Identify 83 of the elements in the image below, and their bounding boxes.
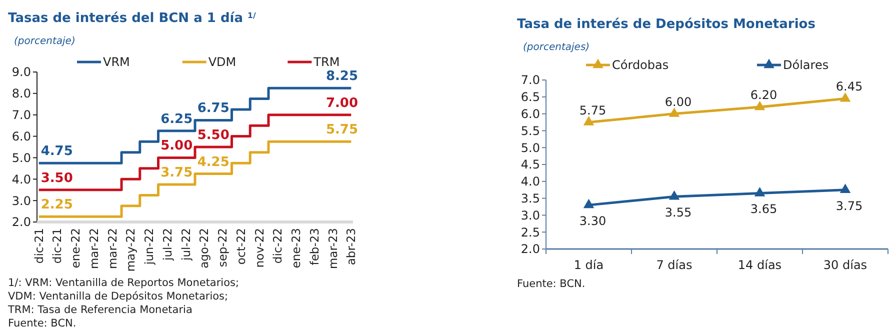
- source-note: Fuente: BCN.: [517, 278, 586, 290]
- point: [754, 187, 766, 196]
- data-label: 6.75: [197, 101, 230, 116]
- y-tick-label: 2.5: [520, 225, 540, 240]
- chart-subtitle: (porcentajes): [523, 42, 590, 53]
- x-tick-label: mar-22: [105, 228, 120, 270]
- point: [668, 190, 680, 200]
- data-label: 3.55: [664, 206, 692, 220]
- data-label: 7.00: [326, 96, 358, 111]
- data-label: 5.50: [197, 128, 230, 143]
- data-label: 6.45: [836, 80, 863, 94]
- x-tick-label: ago-22: [197, 228, 212, 268]
- legend-label: TRM: [312, 55, 340, 70]
- chart-subtitle: (porcentaje): [14, 36, 76, 47]
- point: [840, 184, 851, 193]
- x-tick-label: 30 días: [823, 258, 868, 272]
- data-label: 2.25: [40, 198, 73, 213]
- y-tick-label: 9.0: [12, 65, 31, 80]
- legend-label: VDM: [208, 55, 236, 70]
- y-tick-label: 7.0: [520, 73, 540, 88]
- data-label: 8.25: [326, 69, 358, 84]
- y-tick-label: 3.0: [520, 208, 540, 222]
- x-tick-label: jun-22: [142, 228, 156, 266]
- legend-label: VRM: [103, 55, 130, 70]
- y-tick-label: 4.0: [520, 174, 540, 189]
- data-label: 3.30: [579, 214, 606, 228]
- point: [754, 100, 766, 110]
- y-tick-label: 8.0: [12, 86, 31, 101]
- y-tick-label: 4.0: [12, 172, 31, 186]
- y-tick-label: 6.0: [12, 129, 31, 144]
- point: [583, 116, 594, 126]
- point: [668, 108, 680, 117]
- text: 1/: VRM: Ventanilla de Reportos Monetarios;: [8, 277, 240, 289]
- x-tick-label: dic-21: [50, 228, 64, 264]
- x-tick-label: feb-23: [307, 228, 322, 266]
- x-tick-label: abr-23: [344, 228, 358, 266]
- x-tick-label: mar-22: [86, 228, 101, 270]
- y-tick-label: 7.0: [12, 108, 31, 122]
- data-label: 3.50: [40, 170, 73, 186]
- y-tick-label: 2.0: [12, 215, 31, 230]
- y-tick-label: 5.0: [12, 150, 31, 165]
- data-label: 5.75: [326, 122, 358, 138]
- data-label: 3.75: [836, 198, 863, 213]
- y-tick-label: 5.5: [520, 124, 540, 138]
- data-label: 4.25: [197, 154, 230, 170]
- y-tick-label: 4.5: [520, 158, 540, 172]
- x-tick-label: nov-22: [252, 228, 266, 268]
- chart-title: Tasa de interés de Depósitos Monetarios: [517, 17, 816, 32]
- x-tick-label: 7 días: [656, 258, 692, 272]
- data-label: 3.65: [750, 202, 778, 216]
- data-label: 6.20: [750, 88, 778, 102]
- y-tick-label: 5.0: [520, 140, 540, 155]
- x-tick-label: sep-22: [216, 228, 230, 268]
- data-label: 4.75: [40, 144, 73, 160]
- source-note: Fuente: BCN.: [8, 318, 76, 330]
- y-tick-label: 3.5: [520, 192, 540, 206]
- y-tick-label: 6.0: [520, 107, 540, 121]
- x-tick-label: dic-22: [270, 228, 285, 264]
- y-tick-label: 3.0: [12, 194, 31, 208]
- point: [583, 198, 594, 208]
- x-tick-label: dic-21: [32, 228, 46, 264]
- data-label: 3.75: [160, 166, 193, 180]
- data-label: 6.25: [160, 112, 193, 127]
- chart-title: Tasas de interés del BCN a 1 día $^{1/}$: [8, 10, 256, 26]
- point: [840, 92, 851, 102]
- x-tick-label: ene-23: [289, 228, 304, 268]
- x-tick-label: jul-22: [178, 228, 193, 262]
- data-label: 5.75: [579, 103, 606, 118]
- x-tick-label: 1 día: [574, 258, 604, 272]
- x-tick-label: mar-23: [326, 228, 340, 270]
- x-tick-label: ene-22: [68, 228, 83, 268]
- x-tick-label: jul-22: [160, 228, 174, 262]
- y-tick-label: 6.5: [520, 90, 540, 104]
- data-label: 5.00: [160, 138, 193, 154]
- legend-label: Dólares: [783, 58, 829, 72]
- x-tick-label: may-22: [124, 228, 138, 272]
- text: TRM: Tasa de Referencia Monetaria: [7, 304, 192, 316]
- legend-label: Córdobas: [612, 58, 669, 72]
- text: VDM: Ventanilla de Depósitos Monetarios;: [8, 290, 228, 302]
- data-label: 6.00: [664, 94, 692, 109]
- x-tick-label: 14 días: [738, 258, 782, 272]
- y-tick-label: 2.0: [520, 242, 540, 256]
- x-tick-label: oct-22: [234, 228, 248, 265]
